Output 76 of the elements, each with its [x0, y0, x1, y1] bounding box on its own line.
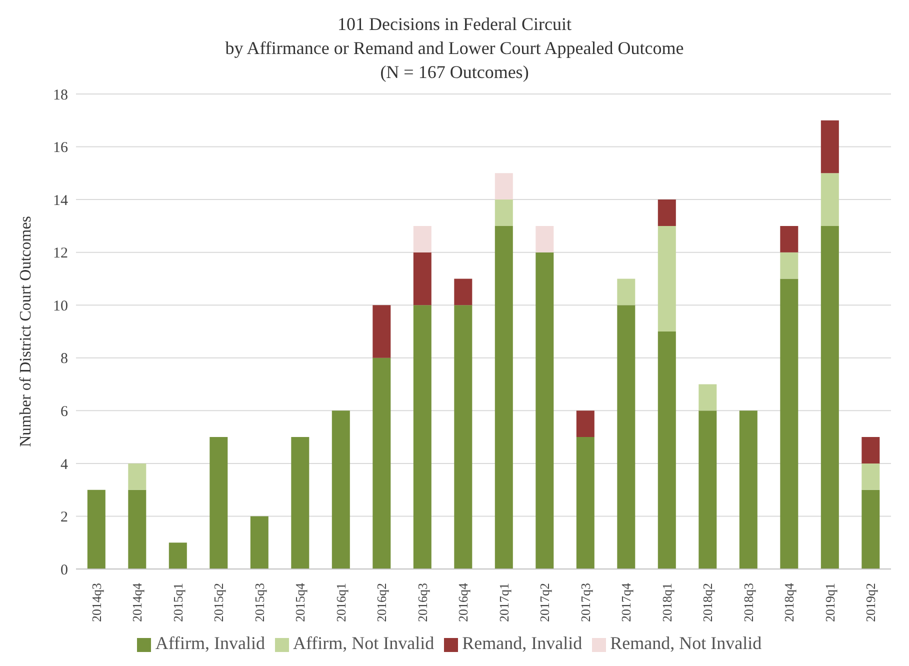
x-tick-label: 2019q1 — [822, 583, 838, 622]
bar — [494, 200, 513, 226]
legend-label: Affirm, Not Invalid — [293, 633, 434, 653]
x-tick-label: 2016q1 — [333, 583, 348, 622]
bar — [862, 490, 880, 569]
bar — [536, 252, 554, 569]
bar — [617, 305, 636, 569]
x-tick-label: 2017q2 — [537, 583, 552, 622]
bar — [862, 437, 880, 464]
bar — [536, 226, 554, 252]
bar — [617, 278, 636, 306]
bar — [413, 305, 432, 569]
chart-subtitle: (N = 167 Outcomes) — [379, 61, 530, 84]
bar — [820, 120, 839, 174]
bar — [372, 358, 391, 569]
bar — [128, 463, 146, 490]
x-tick-label: 2019q2 — [863, 583, 878, 622]
bar — [128, 490, 146, 569]
bar — [494, 173, 513, 200]
y-tick-label: 4 — [60, 456, 68, 473]
x-tick-label: 2015q4 — [292, 582, 308, 622]
bar — [413, 252, 432, 306]
x-tick-label: 2017q4 — [618, 582, 634, 622]
y-tick-label: 12 — [53, 246, 68, 262]
y-tick-label: 6 — [60, 404, 68, 420]
x-tick-label: 2015q2 — [211, 583, 226, 622]
x-tick-label: 2017q1 — [496, 583, 512, 622]
bar — [780, 278, 798, 569]
x-tick-label: 2018q3 — [740, 583, 756, 622]
x-tick-label: 2018q1 — [659, 583, 674, 622]
bar — [372, 305, 391, 358]
x-tick-label: 2014q3 — [88, 583, 104, 622]
x-tick-label: 2016q4 — [456, 582, 471, 622]
y-axis-title: Number of District Court Outcomes — [18, 216, 35, 448]
y-tick-label: 0 — [60, 562, 68, 578]
x-tick-label: 2017q3 — [578, 583, 593, 622]
bar — [168, 542, 187, 569]
bar — [739, 410, 758, 569]
bar — [210, 437, 228, 569]
x-tick-label: 2016q2 — [374, 583, 390, 622]
bar — [698, 384, 717, 411]
bar — [87, 490, 106, 569]
y-tick-label: 14 — [53, 192, 68, 209]
bar — [332, 410, 350, 569]
bar — [576, 437, 594, 569]
bar — [698, 410, 717, 569]
bar — [820, 173, 839, 226]
bar — [413, 226, 432, 252]
x-tick-label: 2015q3 — [252, 583, 267, 622]
x-tick-label: 2016q3 — [414, 583, 430, 622]
bar — [494, 226, 513, 569]
x-tick-label: 2018q4 — [782, 582, 797, 622]
y-tick-label: 8 — [60, 351, 68, 368]
y-tick-label: 10 — [53, 298, 68, 314]
y-tick-label: 18 — [53, 87, 68, 104]
y-tick-label: 16 — [53, 140, 68, 156]
bar — [658, 226, 676, 332]
bar — [658, 332, 676, 569]
legend-label: Remand, Invalid — [462, 633, 582, 653]
bar — [454, 278, 472, 306]
bar — [454, 305, 472, 569]
x-tick-label: 2015q1 — [170, 583, 186, 622]
bar — [291, 437, 310, 569]
chart-title: 101 Decisions in Federal Circuit by Affirmance or Remand and Lower Court Appealed Outcome — [225, 14, 684, 58]
legend-label: Remand, Not Invalid — [610, 633, 762, 653]
bar — [250, 516, 268, 569]
legend-label: Affirm, Invalid — [155, 633, 266, 653]
y-tick-label: 2 — [60, 510, 68, 526]
bar — [780, 252, 798, 279]
bar — [658, 200, 676, 226]
bar — [576, 410, 594, 438]
bar — [780, 226, 798, 252]
bar — [820, 226, 839, 569]
bar — [862, 463, 880, 490]
x-tick-label: 2018q2 — [700, 583, 716, 622]
x-tick-label: 2014q4 — [130, 582, 145, 622]
